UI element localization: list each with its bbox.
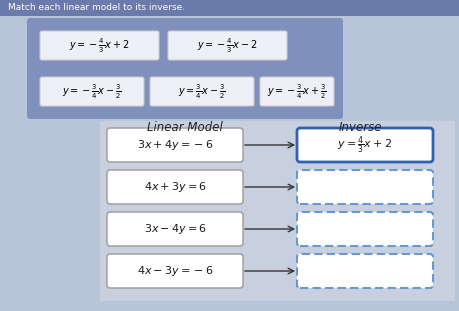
- FancyBboxPatch shape: [150, 77, 254, 106]
- FancyBboxPatch shape: [107, 128, 243, 162]
- FancyBboxPatch shape: [297, 254, 433, 288]
- FancyBboxPatch shape: [260, 77, 334, 106]
- FancyBboxPatch shape: [40, 31, 159, 60]
- Text: $y = \frac{4}{3}x + 2$: $y = \frac{4}{3}x + 2$: [337, 134, 392, 156]
- FancyBboxPatch shape: [0, 0, 459, 16]
- Text: $y = -\frac{4}{3}x + 2$: $y = -\frac{4}{3}x + 2$: [69, 36, 130, 55]
- Text: $y = -\frac{3}{4}x + \frac{3}{2}$: $y = -\frac{3}{4}x + \frac{3}{2}$: [267, 82, 327, 101]
- Text: $4x - 3y = -6$: $4x - 3y = -6$: [137, 264, 213, 278]
- Text: $3x - 4y = 6$: $3x - 4y = 6$: [144, 222, 207, 236]
- FancyBboxPatch shape: [107, 212, 243, 246]
- FancyBboxPatch shape: [27, 18, 343, 119]
- FancyBboxPatch shape: [297, 212, 433, 246]
- Text: $y = -\frac{3}{4}x - \frac{3}{2}$: $y = -\frac{3}{4}x - \frac{3}{2}$: [62, 82, 122, 101]
- Text: $3x + 4y = -6$: $3x + 4y = -6$: [137, 138, 213, 152]
- FancyBboxPatch shape: [168, 31, 287, 60]
- Text: $4x + 3y = 6$: $4x + 3y = 6$: [144, 180, 207, 194]
- Text: Inverse: Inverse: [338, 121, 382, 134]
- Text: $y = -\frac{4}{3}x - 2$: $y = -\frac{4}{3}x - 2$: [197, 36, 258, 55]
- Text: Match each linear model to its inverse.: Match each linear model to its inverse.: [8, 3, 185, 12]
- FancyBboxPatch shape: [100, 121, 455, 301]
- FancyBboxPatch shape: [297, 170, 433, 204]
- FancyBboxPatch shape: [107, 254, 243, 288]
- Text: $y = \frac{3}{4}x - \frac{3}{2}$: $y = \frac{3}{4}x - \frac{3}{2}$: [178, 82, 226, 101]
- Text: Linear Model: Linear Model: [147, 121, 223, 134]
- FancyBboxPatch shape: [107, 170, 243, 204]
- FancyBboxPatch shape: [297, 128, 433, 162]
- FancyBboxPatch shape: [40, 77, 144, 106]
